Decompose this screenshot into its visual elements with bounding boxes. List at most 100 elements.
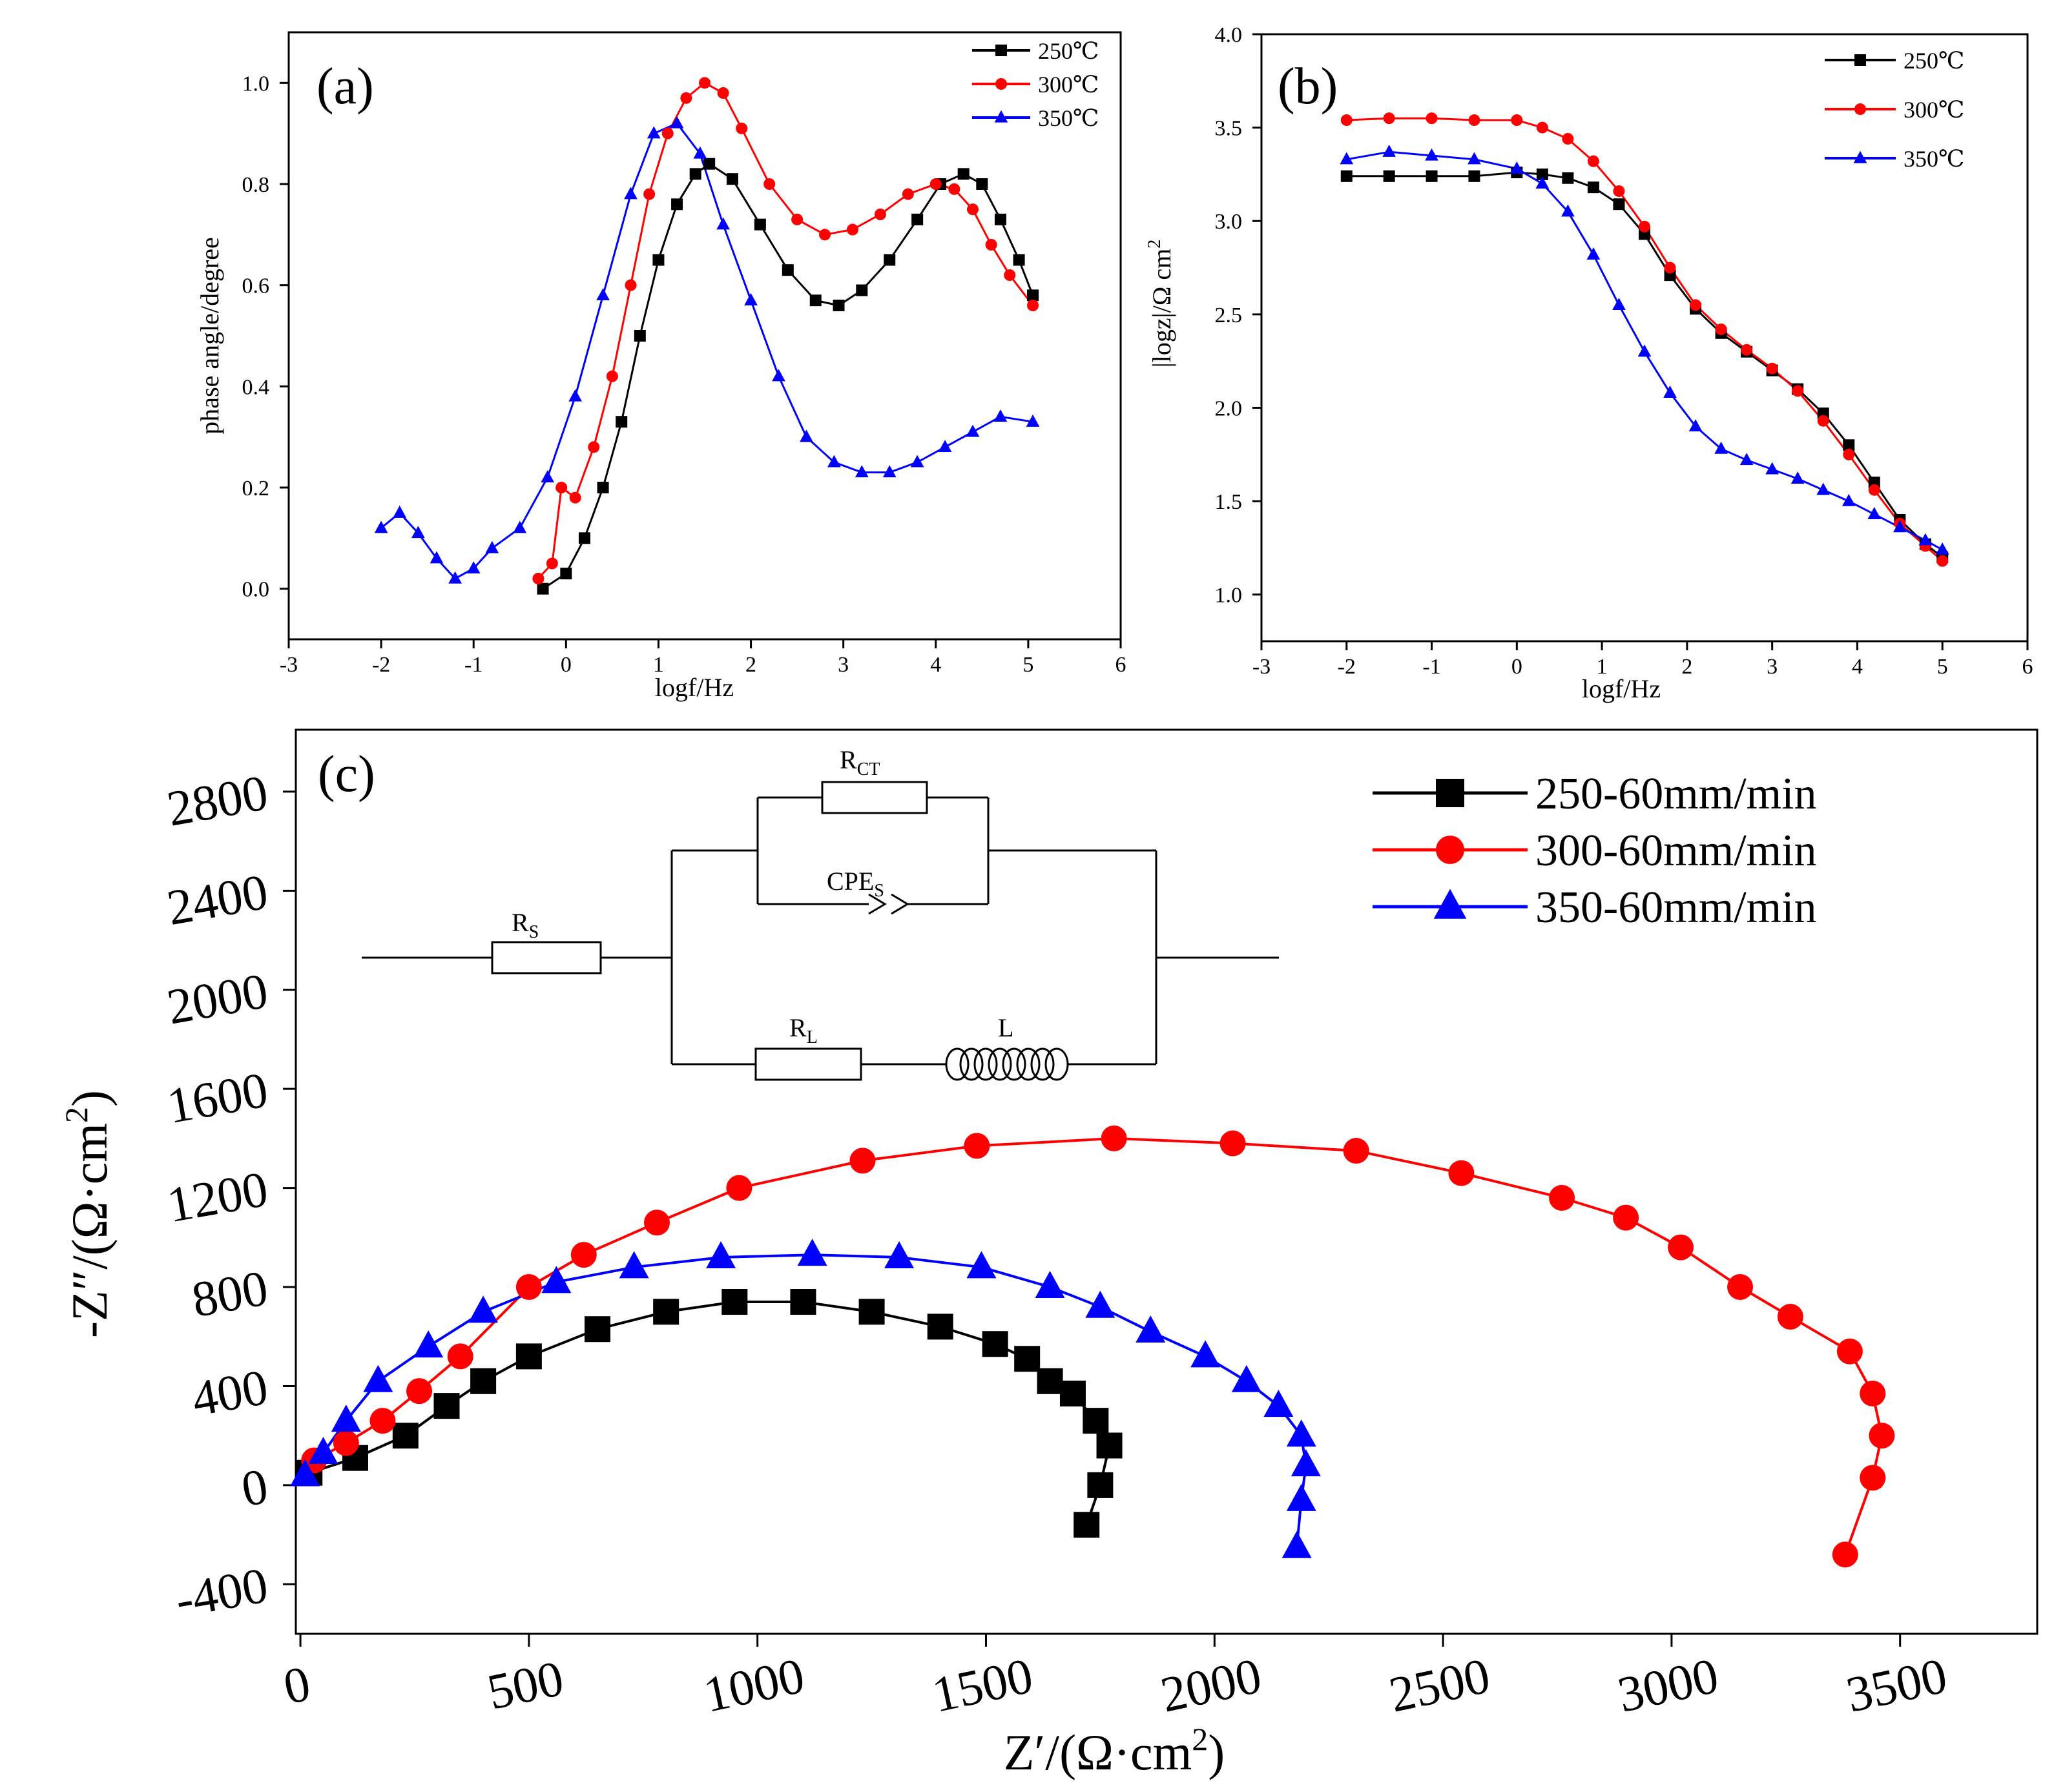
panel-b-series-1-point-6 [1562, 132, 1574, 145]
panel-a-markers [374, 77, 1040, 595]
panel-b-series-2-point-11 [1688, 419, 1703, 432]
circuit-label-rl-main: R [789, 1013, 807, 1042]
panel-a-series-1-point-14 [791, 213, 804, 225]
panel-b-series-2-point-4 [1509, 161, 1524, 174]
panel-a-phase-plot: -3 -2 -1 0 1 2 3 4 5 6 0.0 0.2 0.4 0.6 0.8 1.0 (a) logf… [195, 31, 1126, 702]
inductor-coil-6 [1016, 1047, 1041, 1081]
panel-a-x-tick-label-5: 2 [745, 653, 756, 677]
panel-a-series-1-line [537, 81, 1034, 580]
equivalent-circuit-diagram: RS RCT CPES RL [362, 745, 1279, 1081]
panel-b-series-1-point-4 [1511, 114, 1523, 127]
panel-a-series-1-point-22 [985, 239, 997, 251]
panel-b-series-1-point-12 [1715, 323, 1727, 335]
panel-c-y-tick-label-8: 2800 [163, 764, 272, 837]
panel-c-series-2-point-2 [331, 1405, 361, 1432]
panel-c-series-1-point-11 [1101, 1125, 1127, 1151]
panel-a-series-0-point-15 [856, 284, 868, 296]
panel-c-series-0-point-11 [927, 1313, 953, 1340]
panel-c-series-2-point-3 [363, 1365, 393, 1392]
panel-b-y-tick-label-4: 3.0 [1215, 210, 1243, 234]
panel-c-legend-marker-1 [1436, 836, 1464, 864]
panel-b-series-0-point-6 [1562, 172, 1574, 184]
panel-b-x-tick-label-1: -2 [1338, 655, 1356, 679]
panel-b-frame [1260, 33, 2029, 643]
panel-a-series-1-point-12 [736, 122, 748, 134]
panel-a-series-2-point-11 [624, 187, 638, 200]
panel-b-series-1-point-10 [1664, 262, 1676, 274]
panel-c-series-2-point-6 [541, 1266, 572, 1293]
panel-b-axis-ticks: -3 -2 -1 0 1 2 3 4 5 6 1.0 1.5 2.0 2.5 3.0 3.5 4.0 [1215, 23, 2033, 679]
panel-b-x-tick-label-9: 6 [2022, 655, 2033, 679]
panel-c-series-0-point-10 [858, 1299, 885, 1325]
panel-c-x-tick-label-4: 2000 [1156, 1647, 1266, 1723]
panel-c-legend-marker-0 [1436, 779, 1464, 807]
circuit-label-rs-main: R [512, 908, 529, 937]
inductor-coil-8 [1044, 1047, 1069, 1081]
panel-b-series-2-point-12 [1714, 441, 1728, 454]
panel-c-series-1-point-12 [1219, 1130, 1246, 1157]
panel-b-series-2-point-0 [1340, 152, 1354, 165]
panel-b-series-1-point-3 [1468, 114, 1480, 127]
panel-c-series-2-point-15 [1190, 1340, 1221, 1368]
panel-b-legend: 250℃ 300℃ 350℃ [1825, 48, 1964, 172]
panel-b-x-tick-label-2: -1 [1422, 655, 1440, 679]
panel-a-series-2-point-7 [513, 520, 527, 533]
panel-a-series-2-point-2 [411, 526, 425, 539]
panel-c-series-2-point-7 [619, 1251, 649, 1279]
panel-a-series-1-point-11 [717, 87, 729, 99]
panel-c-series-1-point-10 [964, 1133, 990, 1159]
panel-c-series-2-line [304, 1253, 1307, 1547]
panel-b-legend-marker-0 [1854, 54, 1866, 66]
panel-a-series-1-point-5 [606, 370, 618, 382]
panel-c-series-2-point-11 [966, 1251, 997, 1279]
panel-b-series-0-point-0 [1340, 170, 1353, 182]
panel-b-series-1-point-21 [1936, 555, 1949, 567]
panel-a-x-tick-label-8: 5 [1022, 653, 1033, 677]
panel-c-y-tick-label-2: 400 [188, 1359, 272, 1427]
panel-c-series-2-point-12 [1035, 1271, 1065, 1299]
inductor-coil-3 [973, 1047, 998, 1081]
panel-a-legend-marker-2 [994, 110, 1008, 123]
panel-b-x-tick-label-7: 4 [1852, 655, 1863, 679]
panel-b-series-1-point-1 [1383, 112, 1395, 125]
panel-c-series-2-point-8 [706, 1241, 736, 1268]
panel-c-y-tick-label-1: 0 [237, 1457, 272, 1517]
panel-a-series-2-point-19 [827, 455, 841, 468]
panel-a-x-tick-label-1: -2 [372, 653, 390, 677]
circuit-label-rct: RCT [840, 745, 880, 779]
panel-c-markers [290, 1125, 1895, 1568]
panel-c-x-label-main: Z′/(Ω·cm [1004, 1724, 1192, 1780]
panel-a-series-0-point-21 [994, 213, 1006, 225]
panel-a-series-1-point-24 [1027, 300, 1039, 311]
panel-c-series-2-point-0 [290, 1459, 320, 1487]
panel-a-series-0-point-19 [957, 168, 970, 180]
circuit-label-rl-sub: L [807, 1027, 818, 1047]
panel-c-x-tick-label-2: 1000 [699, 1647, 809, 1723]
panel-c-series-1-point-15 [1549, 1184, 1575, 1211]
panel-a-y-label: phase angle/degree [195, 237, 224, 434]
panel-a-series-1-point-1 [546, 557, 558, 570]
panel-b-series-2-point-19 [1893, 520, 1907, 533]
panel-a-series-2-point-3 [430, 551, 444, 564]
panel-b-series-0-line [1346, 171, 1944, 558]
panel-b-x-tick-label-4: 1 [1597, 655, 1608, 679]
panel-b-series-1-line [1346, 117, 1944, 562]
panel-b-series-1-point-2 [1426, 112, 1438, 125]
panel-c-series-2-point-13 [1085, 1290, 1115, 1318]
panel-b-x-tick-label-5: 2 [1681, 655, 1692, 679]
panel-b-series-1-point-14 [1766, 362, 1778, 375]
panel-c-series-1-point-16 [1613, 1204, 1639, 1231]
panel-b-series-2-line [1346, 150, 1943, 551]
panel-b-legend-label-0: 250℃ [1904, 48, 1964, 74]
panel-c-y-tick-label-3: 800 [188, 1259, 272, 1328]
panel-a-legend-label-2: 350℃ [1038, 105, 1099, 131]
panel-a-y-tick-label-4: 0.8 [242, 173, 270, 197]
panel-c-frame [295, 728, 2038, 1635]
panel-a-series-1-point-13 [763, 178, 776, 190]
panel-a-series-0-point-17 [911, 213, 924, 225]
panel-b-x-tick-label-0: -3 [1252, 655, 1271, 679]
panel-c-x-tick-label-3: 1500 [928, 1647, 1038, 1723]
panel-c-nyquist-plot: 0 500 1000 1500 2000 2500 3000 3500-40004008001… [58, 728, 2038, 1780]
panel-c-y-tick-label-4: 1200 [163, 1160, 272, 1233]
panel-b-series-2-point-18 [1867, 507, 1882, 519]
